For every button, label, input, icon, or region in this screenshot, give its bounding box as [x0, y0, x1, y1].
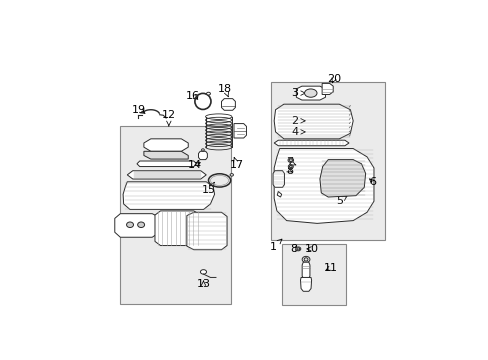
Text: 8: 8 — [285, 166, 292, 176]
Polygon shape — [296, 86, 325, 100]
Ellipse shape — [126, 222, 133, 228]
Ellipse shape — [296, 248, 299, 250]
Polygon shape — [127, 171, 206, 179]
Polygon shape — [272, 171, 284, 187]
Ellipse shape — [201, 149, 204, 151]
Text: 6: 6 — [368, 177, 375, 187]
Polygon shape — [274, 149, 373, 223]
Polygon shape — [233, 123, 246, 138]
Text: 20: 20 — [326, 74, 340, 84]
Bar — [271, 82, 384, 240]
Polygon shape — [274, 104, 352, 139]
Text: 18: 18 — [218, 84, 232, 97]
Text: 16: 16 — [186, 91, 200, 101]
Polygon shape — [137, 161, 196, 167]
Polygon shape — [221, 99, 235, 110]
Text: 3: 3 — [291, 88, 305, 98]
Text: 19: 19 — [132, 105, 146, 115]
Bar — [120, 126, 231, 304]
Polygon shape — [198, 151, 207, 159]
Text: 5: 5 — [335, 196, 346, 206]
Ellipse shape — [206, 92, 210, 95]
Text: 9: 9 — [274, 177, 281, 187]
Text: 10: 10 — [304, 244, 318, 254]
Ellipse shape — [304, 258, 307, 261]
Text: 7: 7 — [285, 157, 295, 167]
Polygon shape — [155, 211, 200, 246]
Polygon shape — [302, 262, 309, 278]
Text: 14: 14 — [188, 160, 202, 170]
Bar — [282, 244, 346, 305]
Polygon shape — [143, 151, 188, 159]
Polygon shape — [186, 212, 226, 250]
Text: 13: 13 — [196, 279, 210, 289]
Text: 17: 17 — [229, 157, 244, 170]
Text: 15: 15 — [202, 182, 216, 195]
Text: 8: 8 — [289, 244, 300, 254]
Polygon shape — [319, 159, 365, 197]
Polygon shape — [115, 214, 160, 237]
Text: 4: 4 — [291, 127, 305, 137]
Ellipse shape — [288, 159, 292, 162]
Polygon shape — [274, 140, 348, 146]
Ellipse shape — [288, 165, 293, 168]
Polygon shape — [322, 84, 332, 94]
Ellipse shape — [200, 270, 206, 274]
Polygon shape — [143, 139, 188, 151]
Text: 12: 12 — [162, 110, 176, 126]
Polygon shape — [300, 278, 311, 291]
Ellipse shape — [304, 89, 316, 97]
Polygon shape — [123, 182, 214, 210]
Ellipse shape — [289, 166, 292, 168]
Text: 1: 1 — [269, 239, 282, 252]
Ellipse shape — [230, 174, 233, 176]
Text: 2: 2 — [291, 116, 305, 126]
Ellipse shape — [295, 247, 300, 251]
Ellipse shape — [287, 158, 293, 162]
Ellipse shape — [302, 256, 309, 262]
Text: 11: 11 — [324, 263, 337, 273]
Ellipse shape — [138, 222, 144, 228]
Polygon shape — [277, 192, 281, 197]
